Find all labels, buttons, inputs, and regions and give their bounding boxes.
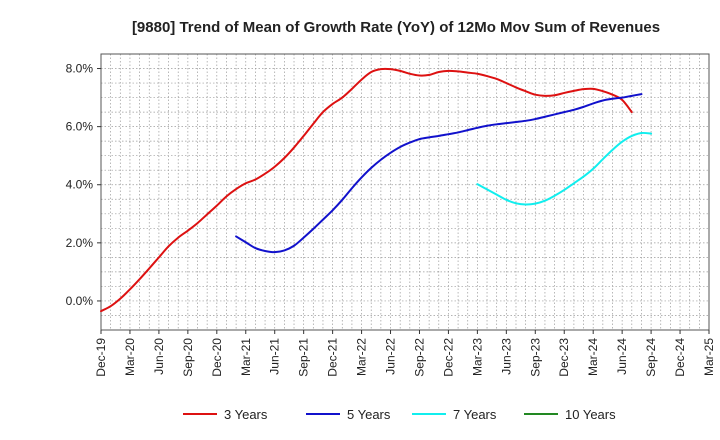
x-tick-label: Dec-21 xyxy=(326,338,340,377)
x-tick-label: Jun-24 xyxy=(615,338,629,375)
x-tick-label: Jun-20 xyxy=(152,338,166,375)
x-tick-label: Mar-25 xyxy=(702,338,716,376)
x-tick-label: Dec-20 xyxy=(210,338,224,377)
x-tick-label: Jun-23 xyxy=(499,338,513,375)
y-axis: 0.0% 2.0% 4.0% 6.0% 8.0% xyxy=(66,62,101,308)
x-tick-label: Sep-23 xyxy=(528,338,542,377)
x-tick-label: Sep-20 xyxy=(181,338,195,377)
y-tick-label: 2.0% xyxy=(66,236,94,250)
legend-label: 7 Years xyxy=(453,407,497,422)
legend-label: 5 Years xyxy=(347,407,391,422)
x-tick-label: Mar-24 xyxy=(586,338,600,376)
x-tick-label: Sep-21 xyxy=(297,338,311,377)
x-tick-label: Sep-24 xyxy=(644,338,658,377)
x-tick-label: Mar-21 xyxy=(239,338,253,376)
x-tick-label: Dec-19 xyxy=(94,338,108,377)
x-axis: Dec-19 Mar-20 Jun-20 Sep-20 Dec-20 Mar-21 Jun-… xyxy=(94,330,716,377)
legend-label: 3 Years xyxy=(224,407,268,422)
x-tick-label: Mar-23 xyxy=(470,338,484,376)
grid xyxy=(101,53,709,330)
y-tick-label: 6.0% xyxy=(66,120,94,134)
legend: 3 Years 5 Years 7 Years 10 Years xyxy=(183,407,616,422)
y-tick-label: 8.0% xyxy=(66,62,94,76)
y-tick-label: 0.0% xyxy=(66,294,94,308)
x-tick-label: Mar-20 xyxy=(123,338,137,376)
chart-title: [9880] Trend of Mean of Growth Rate (YoY… xyxy=(132,19,660,36)
x-tick-label: Dec-22 xyxy=(441,338,455,377)
y-tick-label: 4.0% xyxy=(66,178,94,192)
x-tick-label: Jun-22 xyxy=(384,338,398,375)
legend-label: 10 Years xyxy=(565,407,616,422)
x-tick-label: Jun-21 xyxy=(268,338,282,375)
series-line-5-years xyxy=(235,93,643,254)
x-tick-label: Sep-22 xyxy=(412,338,426,377)
series-line-3-years xyxy=(100,67,633,313)
x-tick-label: Dec-23 xyxy=(557,338,571,377)
x-tick-label: Dec-24 xyxy=(673,338,687,377)
series-lines xyxy=(100,67,653,313)
x-tick-label: Mar-22 xyxy=(355,338,369,376)
series-line-7-years xyxy=(476,131,653,206)
plot-area-frame xyxy=(100,53,710,331)
